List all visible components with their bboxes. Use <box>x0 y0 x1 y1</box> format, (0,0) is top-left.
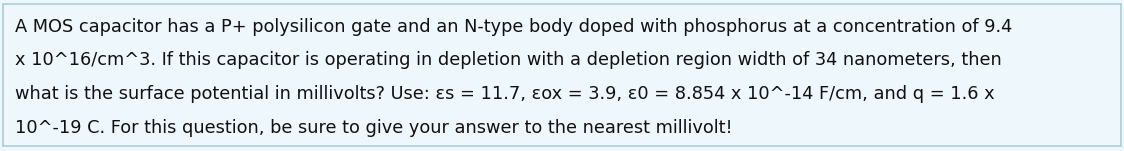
FancyBboxPatch shape <box>3 4 1121 146</box>
Text: A MOS capacitor has a P+ polysilicon gate and an N-type body doped with phosphor: A MOS capacitor has a P+ polysilicon gat… <box>15 18 1012 36</box>
Text: 10^-19 C. For this question, be sure to give your answer to the nearest millivol: 10^-19 C. For this question, be sure to … <box>15 119 732 137</box>
Text: x 10^16/cm^3. If this capacitor is operating in depletion with a depletion regio: x 10^16/cm^3. If this capacitor is opera… <box>15 51 1001 69</box>
Text: what is the surface potential in millivolts? Use: εs = 11.7, εox = 3.9, ε0 = 8.8: what is the surface potential in millivo… <box>15 85 995 103</box>
